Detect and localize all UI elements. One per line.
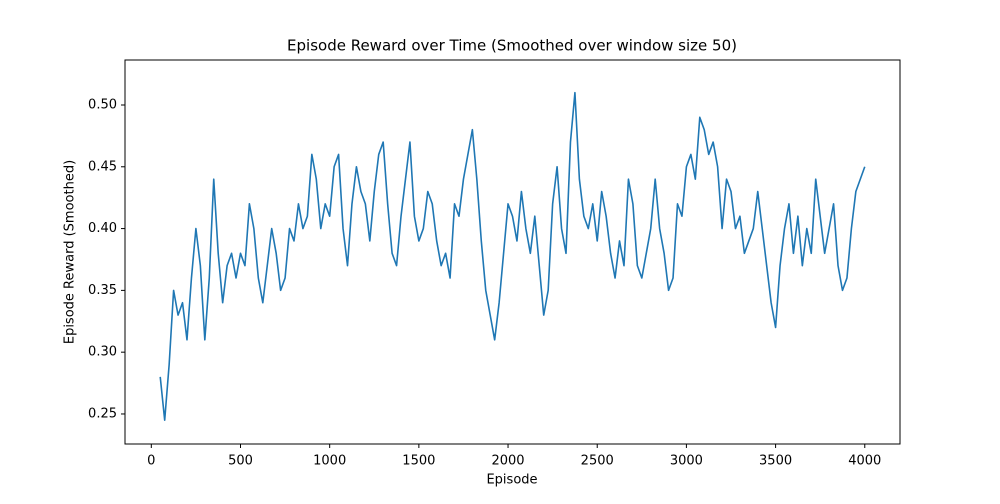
y-axis-label: Episode Reward (Smoothed) bbox=[63, 160, 78, 344]
x-tick-label: 3500 bbox=[759, 454, 792, 469]
x-tick-label: 1500 bbox=[402, 454, 435, 469]
x-axis-label: Episode bbox=[486, 473, 537, 488]
y-tick-label: 0.45 bbox=[88, 159, 117, 174]
x-tick-label: 500 bbox=[228, 454, 253, 469]
x-tick-label: 1000 bbox=[313, 454, 346, 469]
y-tick-label: 0.50 bbox=[88, 97, 117, 112]
x-tick-label: 2000 bbox=[491, 454, 524, 469]
y-tick-label: 0.40 bbox=[88, 221, 117, 236]
plot-frame bbox=[124, 59, 901, 445]
chart-title: Episode Reward over Time (Smoothed over … bbox=[287, 37, 737, 55]
y-tick-label: 0.30 bbox=[88, 345, 117, 360]
y-tick-label: 0.35 bbox=[88, 283, 117, 298]
x-tick-label: 3000 bbox=[670, 454, 703, 469]
y-tick-label: 0.25 bbox=[88, 406, 117, 421]
x-tick-label: 4000 bbox=[848, 454, 881, 469]
data-line bbox=[159, 91, 866, 421]
x-tick-label: 0 bbox=[147, 454, 155, 469]
x-tick-label: 2500 bbox=[581, 454, 614, 469]
